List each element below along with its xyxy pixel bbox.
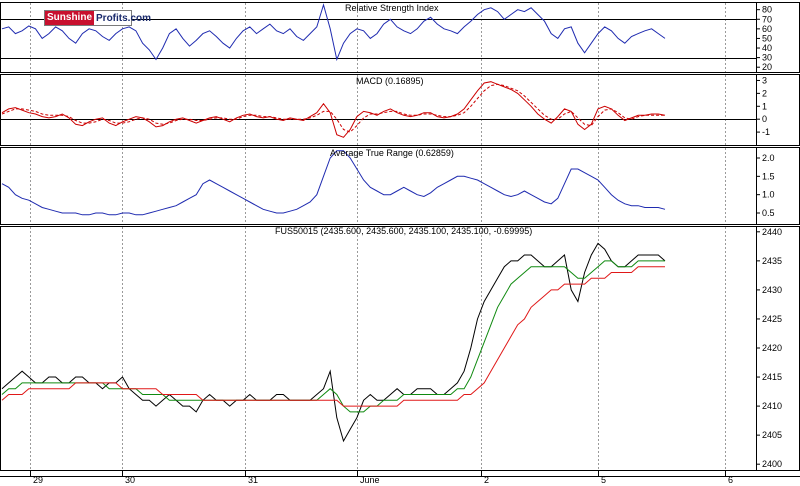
x-tick-label-5: 5 [601,475,606,485]
logo-part1: Sunshine [45,11,95,25]
x-tick-label-1: 30 [125,475,135,485]
macd-tick-label-0: -1 [762,127,770,137]
x-tick-label-3: June [360,475,380,485]
price-tick-label-6: 2430 [762,285,782,295]
macd-tick-label-3: 2 [762,88,767,98]
rsi-tick-label-6: 80 [762,5,772,15]
price-tick-label-5: 2425 [762,314,782,324]
macd-title: MACD (0.16895) [356,76,424,86]
atr-frame [0,147,800,225]
atr-tick-label-0: 0.5 [762,208,775,218]
price-title: FUS50015 (2435.600, 2435.600, 2435.100, … [275,226,533,236]
rsi-title: Relative Strength Index [345,3,439,13]
price-tick-label-8: 2440 [762,227,782,237]
rsi-tick-label-5: 70 [762,14,772,24]
x-tick-label-2: 31 [248,475,258,485]
rsi-tick-label-0: 20 [762,62,772,72]
atr-title: Average True Range (0.62859) [330,148,454,158]
macd-tick-label-1: 0 [762,114,767,124]
macd-series-0 [1,81,666,138]
price-tick-label-2: 2410 [762,401,782,411]
rsi-tick-label-3: 50 [762,33,772,43]
macd-tick-label-2: 1 [762,101,767,111]
atr-tick-label-3: 2.0 [762,153,775,163]
atr-tick-label-1: 1.0 [762,190,775,200]
rsi-series-0 [1,3,666,62]
atr-tick-label-2: 1.5 [762,171,775,181]
price-tick-label-4: 2420 [762,343,782,353]
sunshine-profits-logo: Sunshine Profits.com [44,10,151,26]
price-frame [0,226,800,471]
macd-series-1 [1,83,665,133]
logo-part2: Profits.com [96,12,152,24]
price-tick-label-7: 2435 [762,256,782,266]
price-series-2 [1,266,665,407]
price-series-0 [1,242,666,443]
macd-tick-label-4: 3 [762,75,767,85]
price-tick-label-3: 2415 [762,372,782,382]
rsi-tick-label-1: 30 [762,53,772,63]
x-tick-label-6: 6 [728,475,733,485]
x-tick-label-4: 2 [484,475,489,485]
price-tick-label-1: 2405 [762,430,782,440]
rsi-tick-label-2: 40 [762,43,772,53]
x-tick-label-0: 29 [33,475,43,485]
rsi-tick-label-4: 60 [762,24,772,34]
price-tick-label-0: 2400 [762,459,782,469]
atr-series-0 [1,150,666,216]
price-series-1 [1,260,665,413]
